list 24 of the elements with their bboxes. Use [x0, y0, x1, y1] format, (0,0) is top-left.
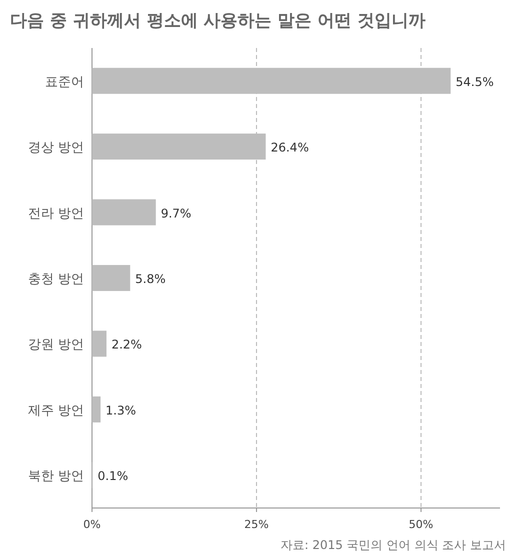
bar — [92, 330, 106, 357]
x-tick-label: 50% — [408, 518, 434, 531]
y-tick-label: 경상 방언 — [28, 140, 84, 156]
bar — [92, 199, 156, 226]
chart-title: 다음 중 귀하께서 평소에 사용하는 말은 어떤 것입니까 — [10, 11, 426, 31]
x-tick-label: 0% — [83, 518, 101, 531]
y-tick-label: 강원 방언 — [28, 338, 84, 353]
data-label: 0.1% — [98, 469, 128, 484]
data-label: 2.2% — [111, 338, 142, 352]
x-tick-label: 25% — [244, 518, 269, 531]
y-tick-label: 충청 방언 — [28, 272, 84, 287]
bar — [92, 68, 451, 94]
data-label: 9.7% — [160, 206, 192, 220]
data-label: 5.8% — [135, 272, 166, 286]
data-label: 1.3% — [106, 403, 136, 418]
y-tick-label: 표준어 — [45, 74, 84, 90]
text: 자료: 2015 국민의 언어 의식 조사 보고서 — [280, 538, 506, 552]
data-label: 26.4% — [270, 140, 309, 155]
data-label: 54.5% — [456, 74, 494, 89]
bar — [92, 265, 130, 291]
y-tick-label: 전라 방언 — [28, 206, 84, 222]
y-tick-label: 제주 방언 — [28, 403, 84, 418]
y-tick-label: 북한 방언 — [28, 469, 84, 484]
bar — [92, 396, 101, 422]
